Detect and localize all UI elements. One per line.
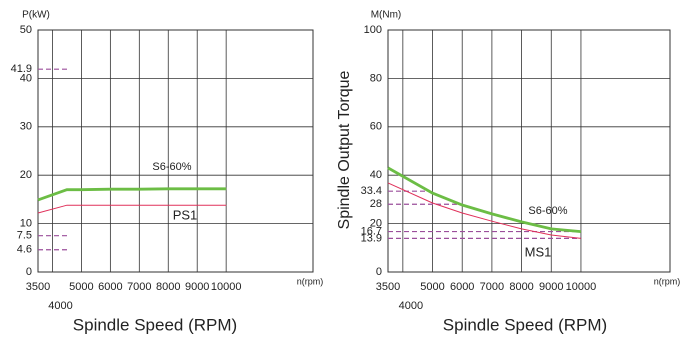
x-axis-title: Spindle Speed (RPM) [443,315,607,334]
ref-tick-label: 4.6 [17,244,32,256]
series-label: S6-60% [528,205,567,217]
y-axis-unit: M(Nm) [371,10,402,21]
y-tick-label: 40 [370,169,382,181]
y-tick-label: 10 [20,218,32,230]
x-tick-label: 3500 [26,281,50,293]
x-tick-label: 7000 [127,281,151,293]
plot-frame [37,29,314,273]
x-tick-label: 10000 [566,281,597,293]
y-tick-label: 100 [364,24,382,36]
y-tick-label: 80 [370,72,382,84]
x-axis-unit: n(rpm) [654,276,681,286]
plot-frame [387,29,671,273]
ref-tick-label: 41.9 [11,63,32,75]
ref-tick-label: 13.9 [361,232,382,244]
y-axis-unit: P(kW) [22,10,50,21]
ref-tick-label: 28 [370,198,382,210]
ref-tick-label: 33.4 [361,185,382,197]
series-line [387,166,582,233]
x-tick-label: 9000 [539,281,563,293]
x-tick-label: 6000 [98,281,122,293]
x-tick-label: 4000 [399,300,423,312]
series-line [37,204,227,214]
x-tick-label: 7000 [480,281,504,293]
series-label: S6-60% [152,161,191,173]
y-axis-title: Spindle Output Torque [336,70,353,229]
x-tick-label: 6000 [450,281,474,293]
y-tick-label: 30 [20,121,32,133]
x-tick-label: 8000 [509,281,533,293]
y-tick-label: 60 [370,121,382,133]
x-tick-label: 5000 [69,281,93,293]
series-line [37,187,227,202]
y-tick-label: 0 [376,266,382,278]
y-tick-label: 20 [370,218,382,230]
y-tick-label: 50 [20,24,32,36]
x-tick-label: 10000 [211,281,242,293]
y-tick-label: 0 [26,266,32,278]
x-axis-title: Spindle Speed (RPM) [73,315,237,334]
series-line [387,182,581,239]
x-axis-unit: n(rpm) [297,276,324,286]
y-tick-label: 40 [20,72,32,84]
x-tick-label: 4000 [48,300,72,312]
series-label: MS1 [525,244,552,259]
x-tick-label: 5000 [420,281,444,293]
ref-tick-label: 7.5 [17,230,32,242]
y-tick-label: 20 [20,169,32,181]
x-tick-label: 3500 [376,281,400,293]
ref-tick-label: 16.7 [361,225,382,237]
x-tick-label: 9000 [185,281,209,293]
x-tick-label: 8000 [156,281,180,293]
series-label: PS1 [173,207,198,222]
